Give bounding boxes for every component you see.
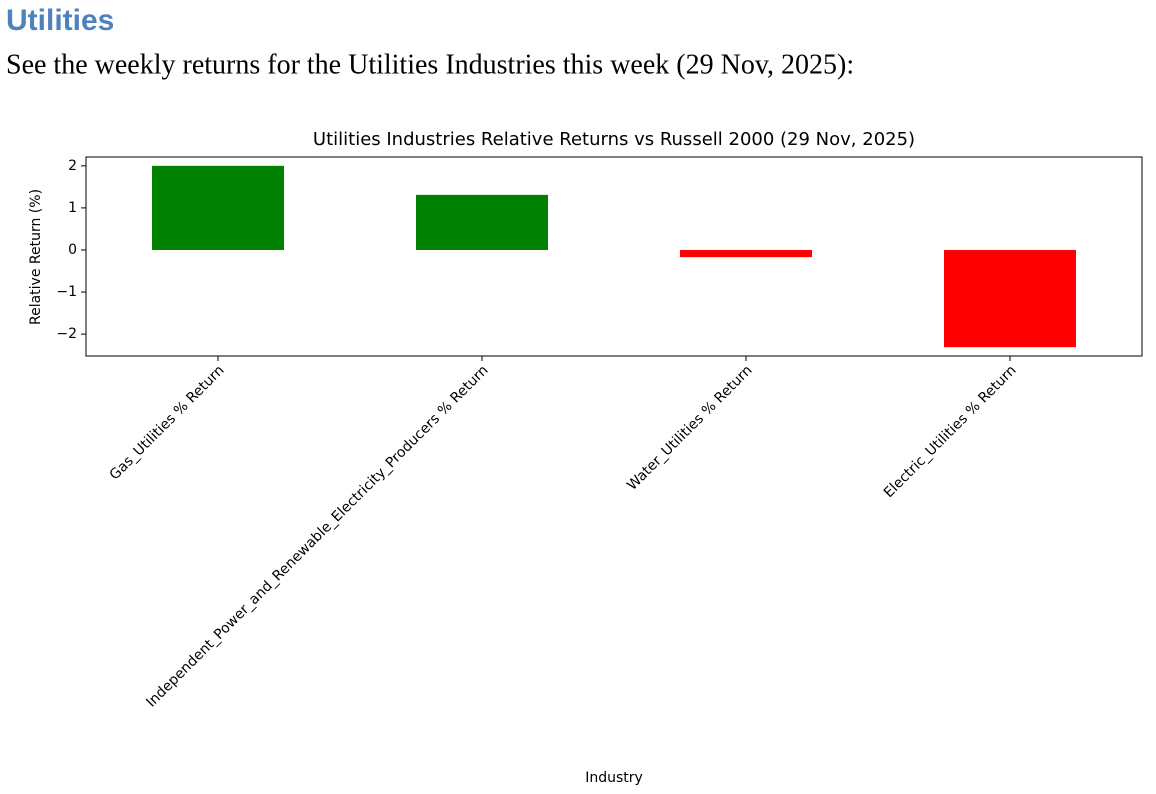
x-tick-label: Independent_Power_and_Renewable_Electric… bbox=[143, 362, 491, 710]
bar bbox=[944, 249, 1076, 348]
x-tick-label: Water_Utilities % Return bbox=[624, 362, 755, 493]
y-tick-label: 1 bbox=[68, 200, 77, 216]
y-tick-label: 2 bbox=[68, 158, 77, 174]
bar bbox=[680, 249, 812, 258]
x-axis-label: Industry bbox=[585, 770, 643, 786]
y-tick-label: −2 bbox=[56, 326, 77, 342]
bar bbox=[152, 165, 284, 250]
heading: Utilities bbox=[6, 4, 114, 37]
y-axis-label: Relative Return (%) bbox=[28, 189, 44, 325]
x-tick-label: Electric_Utilities % Return bbox=[881, 362, 1020, 501]
chart-title: Utilities Industries Relative Returns vs… bbox=[313, 129, 915, 150]
x-tick-label: Gas_Utilities % Return bbox=[107, 362, 228, 483]
y-tick-label: −1 bbox=[56, 284, 77, 300]
bar bbox=[416, 194, 548, 250]
intro-text: See the weekly returns for the Utilities… bbox=[6, 49, 854, 80]
plot-frame bbox=[85, 156, 1143, 357]
y-tick-label: 0 bbox=[68, 242, 77, 258]
